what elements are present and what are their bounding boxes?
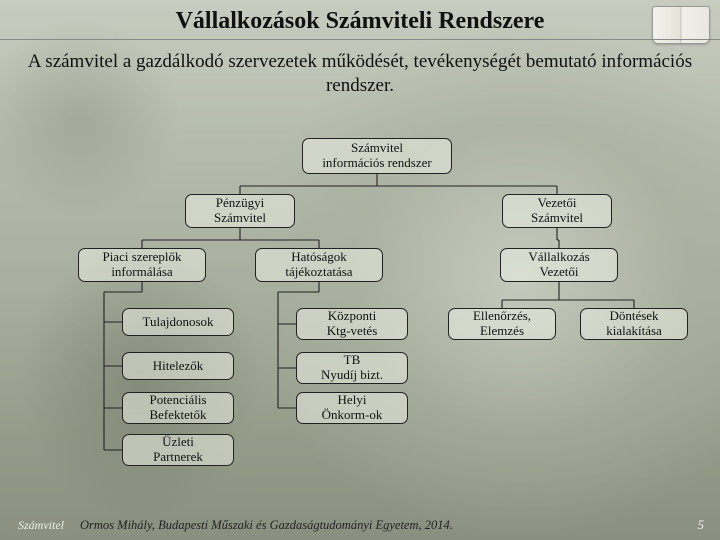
tree-node-dont: Döntésekkialakítása bbox=[580, 308, 688, 340]
tree-node-vvez: VállalkozásVezetői bbox=[500, 248, 618, 282]
tree-node-penz: PénzügyiSzámvitel bbox=[185, 194, 295, 228]
page-subtitle: A számvitel a gazdálkodó szervezetek műk… bbox=[0, 40, 720, 114]
tree-node-helyi: HelyiÖnkorm-ok bbox=[296, 392, 408, 424]
tree-node-kozp: KözpontiKtg-vetés bbox=[296, 308, 408, 340]
title-bar: Vállalkozások Számviteli Rendszere bbox=[0, 0, 720, 40]
tree-node-potbef: PotenciálisBefektetők bbox=[122, 392, 234, 424]
page-title: Vállalkozások Számviteli Rendszere bbox=[0, 8, 720, 35]
tree-node-hitel: Hitelezők bbox=[122, 352, 234, 380]
tree-node-ellen: Ellenőrzés,Elemzés bbox=[448, 308, 556, 340]
footer: Számvitel Ormos Mihály, Budapesti Műszak… bbox=[8, 514, 712, 536]
org-tree-diagram: Számvitelinformációs rendszerPénzügyiSzá… bbox=[0, 130, 720, 500]
tree-node-hatos: Hatóságoktájékoztatása bbox=[255, 248, 383, 282]
tree-node-root: Számvitelinformációs rendszer bbox=[302, 138, 452, 174]
tree-node-tb: TBNyudíj bizt. bbox=[296, 352, 408, 384]
tree-node-vez: VezetőiSzámvitel bbox=[502, 194, 612, 228]
footer-tab: Számvitel bbox=[8, 515, 74, 536]
tree-node-piaci: Piaci szereplőkinformálása bbox=[78, 248, 206, 282]
tree-node-tulaj: Tulajdonosok bbox=[122, 308, 234, 336]
footer-credit: Ormos Mihály, Budapesti Műszaki és Gazda… bbox=[80, 518, 453, 533]
tree-node-uzleti: ÜzletiPartnerek bbox=[122, 434, 234, 466]
footer-page-number: 5 bbox=[698, 517, 705, 533]
